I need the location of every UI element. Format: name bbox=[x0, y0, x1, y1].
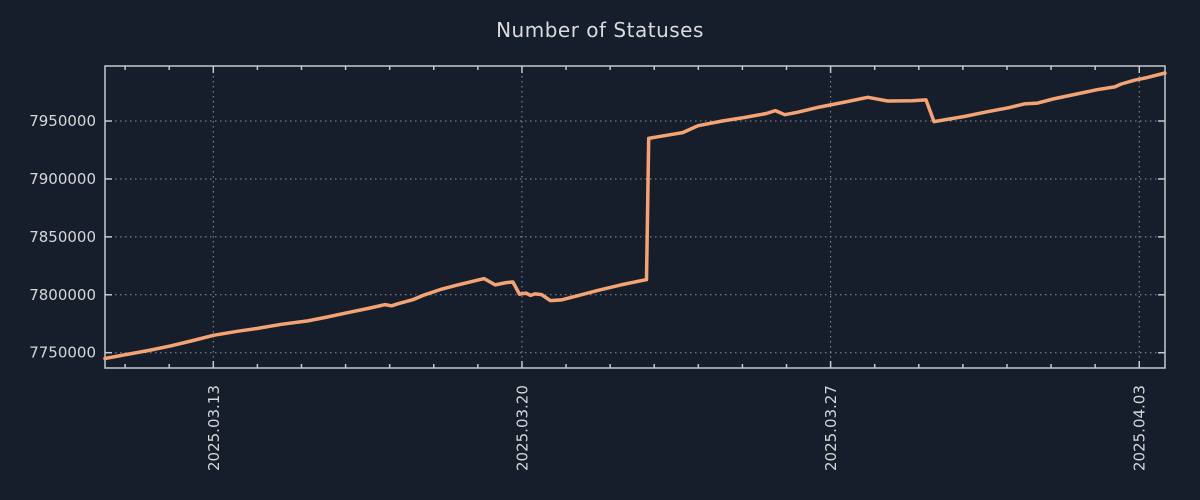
y-tick-label: 7750000 bbox=[29, 344, 96, 362]
x-tick-label: 2025.03.20 bbox=[513, 385, 531, 471]
plot-border-rect bbox=[104, 65, 1166, 369]
plot-border bbox=[104, 65, 1166, 369]
y-tick-label: 7800000 bbox=[29, 286, 96, 304]
y-tick-label: 7850000 bbox=[29, 228, 96, 246]
x-axis-labels: 2025.03.13 2025.03.20 2025.03.27 2025.04.03 bbox=[205, 385, 1149, 471]
chart-title: Number of Statuses bbox=[496, 18, 704, 42]
grid-lines bbox=[105, 66, 1165, 368]
x-tick-label: 2025.04.03 bbox=[1131, 385, 1149, 471]
axis-ticks bbox=[105, 66, 1165, 368]
x-tick-label: 2025.03.13 bbox=[205, 385, 223, 471]
statuses-series-line bbox=[103, 71, 1167, 361]
y-tick-label: 7900000 bbox=[29, 170, 96, 188]
y-axis-labels: 7750000 7800000 7850000 7900000 7950000 bbox=[29, 112, 96, 362]
series bbox=[103, 71, 1167, 361]
y-tick-label: 7950000 bbox=[29, 112, 96, 130]
x-tick-label: 2025.03.27 bbox=[822, 385, 840, 471]
